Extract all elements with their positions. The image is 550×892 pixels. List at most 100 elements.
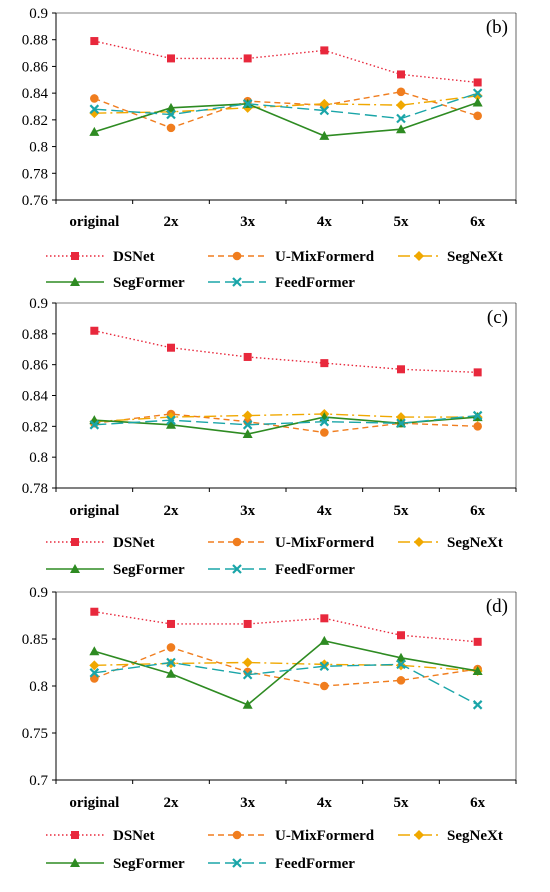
- data-point: [166, 123, 176, 133]
- data-point: [242, 657, 253, 668]
- series-line: [94, 611, 478, 643]
- legend-marker: [71, 252, 79, 260]
- y-tick-label: 0.86: [22, 59, 49, 75]
- x-tick-label: 3x: [240, 214, 256, 230]
- data-point: [166, 643, 176, 652]
- series-line: [94, 413, 478, 423]
- legend-item: U-MixFormerd: [208, 828, 375, 844]
- data-point: [242, 429, 253, 439]
- data-point: [242, 410, 253, 421]
- data-point: [319, 98, 330, 109]
- legend: DSNet U-MixFormerd SegNeXt SegFormer FeedFor…: [46, 828, 503, 872]
- legend-label: FeedFormer: [275, 275, 355, 291]
- legend-marker: [414, 251, 424, 261]
- legend-marker: [70, 277, 80, 286]
- series-line: [94, 92, 478, 120]
- data-point: [472, 97, 483, 107]
- series-line: [94, 416, 478, 435]
- data-point: [320, 681, 329, 691]
- y-tick-label: 0.85: [22, 632, 48, 648]
- data-point: [472, 665, 483, 675]
- data-point: [397, 70, 405, 79]
- data-point: [319, 105, 330, 116]
- series-4: [89, 657, 483, 710]
- series-0: [90, 326, 482, 377]
- y-tick-label: 0.8: [29, 679, 48, 695]
- series-line: [94, 101, 478, 137]
- y-tick-label: 0.84: [22, 389, 49, 405]
- legend-label: SegFormer: [113, 275, 185, 291]
- legend-item: DSNet: [46, 828, 155, 844]
- legend-item: SegNeXt: [398, 535, 503, 551]
- data-point: [319, 130, 330, 140]
- data-point: [89, 668, 100, 678]
- data-point: [396, 113, 406, 124]
- legend-marker: [414, 537, 424, 547]
- legend-label: U-MixFormerd: [275, 828, 375, 844]
- data-point: [473, 637, 482, 646]
- data-point: [396, 87, 406, 97]
- data-point: [242, 699, 253, 709]
- data-point: [242, 420, 253, 430]
- legend-item: FeedFormer: [208, 562, 355, 578]
- x-tick-label: 4x: [317, 214, 333, 230]
- series-line: [94, 91, 478, 129]
- legend-label: SegNeXt: [447, 535, 503, 551]
- y-tick-label: 0.8: [29, 450, 48, 466]
- legend-marker: [232, 251, 242, 261]
- series-3: [89, 412, 483, 439]
- panel-label: (c): [487, 307, 508, 328]
- y-tick-label: 0.9: [29, 6, 48, 22]
- data-point: [89, 646, 100, 656]
- y-tick-label: 0.88: [22, 33, 48, 49]
- data-point: [166, 668, 176, 678]
- legend-item: SegNeXt: [398, 249, 503, 265]
- data-point: [243, 619, 252, 628]
- series-4: [89, 88, 483, 124]
- data-point: [90, 37, 99, 46]
- legend-label: SegFormer: [113, 562, 185, 578]
- data-point: [473, 422, 482, 431]
- chart-panel-1: 0.78 0.8 0.82 0.84 0.86 0.88 0.9 original 2x 3x 4x…: [22, 296, 517, 578]
- data-point: [167, 343, 175, 352]
- x-tick-label: 2x: [164, 795, 180, 811]
- legend-marker: [232, 564, 242, 574]
- y-tick-label: 0.7: [29, 773, 48, 789]
- x-tick-label: 6x: [470, 214, 486, 230]
- data-point: [473, 368, 482, 377]
- x-tick-label: 2x: [164, 214, 180, 230]
- panel-label: (d): [486, 596, 508, 617]
- series-line: [94, 661, 478, 672]
- x-tick-label: original: [69, 503, 119, 519]
- series-3: [89, 635, 483, 709]
- legend-item: SegFormer: [46, 856, 185, 872]
- data-point: [320, 614, 329, 623]
- legend-label: U-MixFormerd: [275, 535, 375, 551]
- series-line: [94, 40, 478, 84]
- data-point: [242, 669, 253, 680]
- legend-label: SegNeXt: [447, 828, 503, 844]
- x-tick-label: 6x: [470, 795, 486, 811]
- data-point: [472, 700, 483, 710]
- x-tick-label: 5x: [394, 503, 410, 519]
- data-point: [473, 111, 482, 121]
- legend-item: U-MixFormerd: [208, 249, 375, 265]
- legend-label: DSNet: [113, 535, 155, 551]
- data-point: [396, 652, 406, 662]
- legend-marker: [232, 277, 242, 287]
- y-tick-label: 0.76: [22, 193, 49, 209]
- panel-label: (b): [486, 17, 508, 38]
- series-line: [94, 640, 478, 706]
- legend-marker: [70, 564, 80, 573]
- series-line: [94, 661, 478, 706]
- data-point: [396, 676, 406, 685]
- data-point: [166, 657, 176, 668]
- legend-label: SegNeXt: [447, 249, 503, 265]
- data-point: [166, 415, 176, 425]
- data-point: [319, 659, 330, 670]
- x-tick-label: 5x: [394, 795, 410, 811]
- legend-marker: [71, 538, 79, 546]
- data-point: [166, 412, 176, 423]
